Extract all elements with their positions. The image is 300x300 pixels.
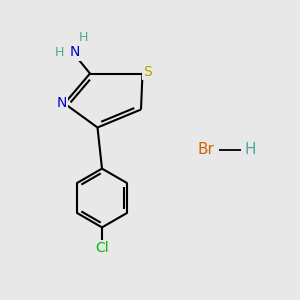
Text: S: S [143, 65, 152, 79]
Text: Cl: Cl [95, 242, 109, 255]
Text: N: N [57, 96, 67, 110]
Text: H: H [54, 46, 64, 59]
Text: H: H [79, 31, 88, 44]
Text: Br: Br [197, 142, 214, 158]
Text: H: H [245, 142, 256, 158]
Text: N: N [70, 46, 80, 59]
